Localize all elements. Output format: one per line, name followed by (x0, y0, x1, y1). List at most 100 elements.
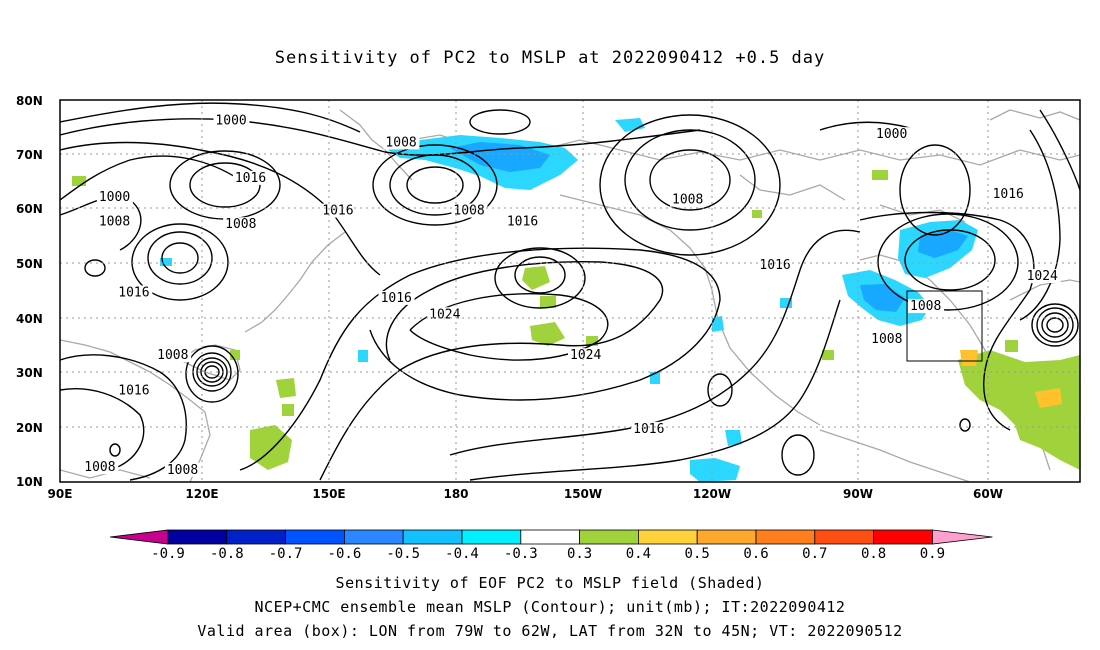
contour-label: 1016 (507, 215, 538, 230)
contour-label: 1000 (99, 190, 130, 205)
colorbar-arrow-left (109, 529, 169, 545)
contour-label: 1008 (167, 463, 198, 478)
contour-label: 1024 (570, 348, 601, 363)
contour-label: 1016 (235, 171, 266, 186)
colorbar-label: 0.9 (920, 546, 945, 562)
colorbar-label: 0.8 (861, 546, 886, 562)
contour-label-bg (223, 217, 260, 232)
contour-label: 1008 (672, 193, 703, 208)
caption-line-2: NCEP+CMC ensemble mean MSLP (Contour); u… (254, 598, 846, 616)
lat-label: 70N (16, 148, 43, 162)
lon-label: 150E (312, 487, 345, 501)
lon-label: 180 (443, 487, 468, 501)
colorbar-label: -0.8 (210, 546, 244, 562)
contour-label-bg (908, 299, 944, 314)
contour-label: 1008 (871, 332, 902, 347)
contour-label-bg (213, 113, 250, 128)
contour-label-bg (116, 285, 153, 300)
colorbar-label: 0.5 (685, 546, 710, 562)
colorbar-swatch (167, 529, 228, 545)
colorbar-label: 0.6 (743, 546, 768, 562)
contour-label-bg (116, 383, 153, 398)
lat-label: 60N (16, 202, 43, 216)
lon-label: 150W (564, 487, 602, 501)
lat-label: 40N (16, 312, 43, 326)
colorbar-label: -0.9 (151, 546, 185, 562)
lat-label: 30N (16, 366, 43, 380)
colorbar-swatch (579, 529, 639, 545)
colorbar-label: -0.3 (504, 546, 538, 562)
contour-label-bg (869, 331, 906, 346)
contour-label: 1008 (385, 135, 416, 150)
contour-label: 1008 (99, 215, 130, 230)
colorbar-label: -0.7 (269, 546, 303, 562)
colorbar-swatch (343, 529, 404, 545)
contour-label: 1024 (429, 307, 460, 322)
contour-label-bg (504, 214, 541, 229)
lat-label: 10N (16, 475, 43, 489)
colorbar-swatch (814, 529, 874, 545)
lon-label: 120W (693, 487, 731, 501)
contour-label: 1008 (157, 348, 188, 363)
colorbar-label: -0.5 (386, 546, 420, 562)
contour-label-bg (427, 307, 464, 322)
colorbar-swatch (226, 529, 287, 545)
colorbar-swatch (696, 529, 757, 545)
map-frame (59, 99, 1081, 483)
contour-label-bg (96, 189, 133, 204)
colorbar-label: -0.4 (445, 546, 479, 562)
contour-label: 1008 (84, 460, 115, 475)
contour-label-bg (568, 348, 604, 363)
lon-label: 120E (185, 487, 218, 501)
lon-label: 90W (843, 487, 873, 501)
colorbar-swatch (285, 529, 345, 545)
valid-area-box (906, 290, 983, 362)
caption-line-3: Valid area (box): LON from 79W to 62W, L… (197, 622, 903, 640)
contour-label: 1000 (876, 127, 907, 142)
lat-axis: 80N 70N 60N 50N 40N 30N 20N 10N (16, 94, 43, 489)
contour-label-bg (757, 258, 794, 273)
contour-label-bg (82, 460, 119, 475)
contour-label: 1000 (215, 114, 246, 129)
colorbar-swatch (402, 529, 463, 545)
contour-label: 1008 (453, 204, 484, 219)
gridlines (60, 100, 1080, 482)
contour-label-bg (874, 127, 910, 142)
colorbar-label: 0.4 (626, 546, 651, 562)
contour-label: 1016 (633, 422, 664, 437)
lat-label: 80N (16, 94, 43, 108)
contour-label-bg (451, 203, 488, 218)
caption-line-1: Sensitivity of EOF PC2 to MSLP field (Sh… (335, 574, 765, 592)
contour-label-bg (670, 192, 706, 207)
contour-label-bg (631, 421, 668, 436)
contour-label-bg (164, 462, 201, 477)
chart-title: Sensitivity of PC2 to MSLP at 2022090412… (274, 48, 826, 68)
colorbar-swatch (873, 529, 933, 545)
contour-label-bg (990, 187, 1027, 202)
contour-label: 1016 (381, 291, 412, 306)
colorbar-swatch (461, 529, 522, 545)
lon-axis: 90E 120E 150E 180 150W 120W 90W 60W (48, 487, 1003, 501)
colorbar-swatch (638, 529, 698, 545)
contour-label: 1008 (910, 299, 941, 314)
contour-label: 1016 (993, 187, 1024, 202)
contour-label: 1008 (225, 217, 256, 232)
contour-label-bg (383, 135, 420, 150)
contour-label-bg (155, 348, 192, 363)
lat-label: 20N (16, 421, 43, 435)
colorbar-arrow-right (932, 529, 993, 545)
contour-label-bg (232, 170, 269, 185)
colorbar-label: 0.7 (802, 546, 827, 562)
contour-label-bg (378, 290, 415, 305)
contour-label: 1024 (1027, 269, 1058, 284)
lat-label: 50N (16, 257, 43, 271)
colorbar-label: -0.6 (328, 546, 362, 562)
contour-labels: 1000 1008 1016 1000 1008 1008 1016 1008 1016 1008… (82, 113, 1061, 478)
contour-label-bg (96, 214, 133, 229)
lon-label: 60W (973, 487, 1003, 501)
mslp-contours (60, 102, 1080, 481)
lon-label: 90E (48, 487, 73, 501)
contour-label-bg (1024, 269, 1061, 284)
colorbar-swatch (520, 529, 580, 545)
